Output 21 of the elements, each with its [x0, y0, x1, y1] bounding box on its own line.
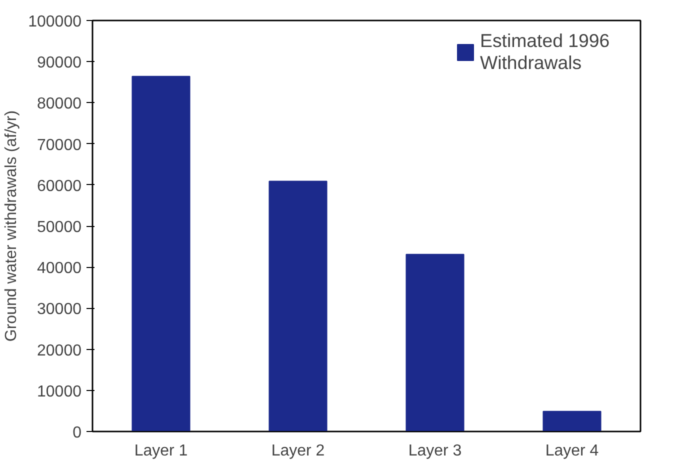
y-tick-label: 90000 [37, 54, 82, 72]
bar [268, 180, 328, 432]
y-tick-label: 70000 [37, 136, 82, 154]
y-tick-label: 80000 [37, 96, 82, 113]
y-tick-label: 60000 [37, 178, 82, 195]
y-tick-label: 20000 [37, 342, 82, 360]
y-tick-label: 30000 [37, 301, 82, 318]
x-tick-label: Layer 3 [408, 442, 462, 460]
x-tick-label: Layer 2 [271, 442, 325, 460]
y-tick-label: 40000 [37, 260, 82, 278]
bar [132, 76, 190, 432]
y-tick-label: 10000 [37, 383, 82, 400]
bar [542, 410, 602, 432]
y-axis-title: Ground water withdrawals (af/yr) [3, 110, 20, 342]
legend-label: Estimated 1996 Withdrawals [480, 30, 611, 74]
y-tick-label: 100000 [28, 14, 82, 30]
x-tick-label: Layer 1 [134, 442, 188, 460]
y-tick-label: 0 [72, 424, 82, 442]
bar [406, 254, 464, 432]
y-tick-label: 50000 [37, 219, 82, 236]
x-tick-label: Layer 4 [545, 442, 599, 460]
